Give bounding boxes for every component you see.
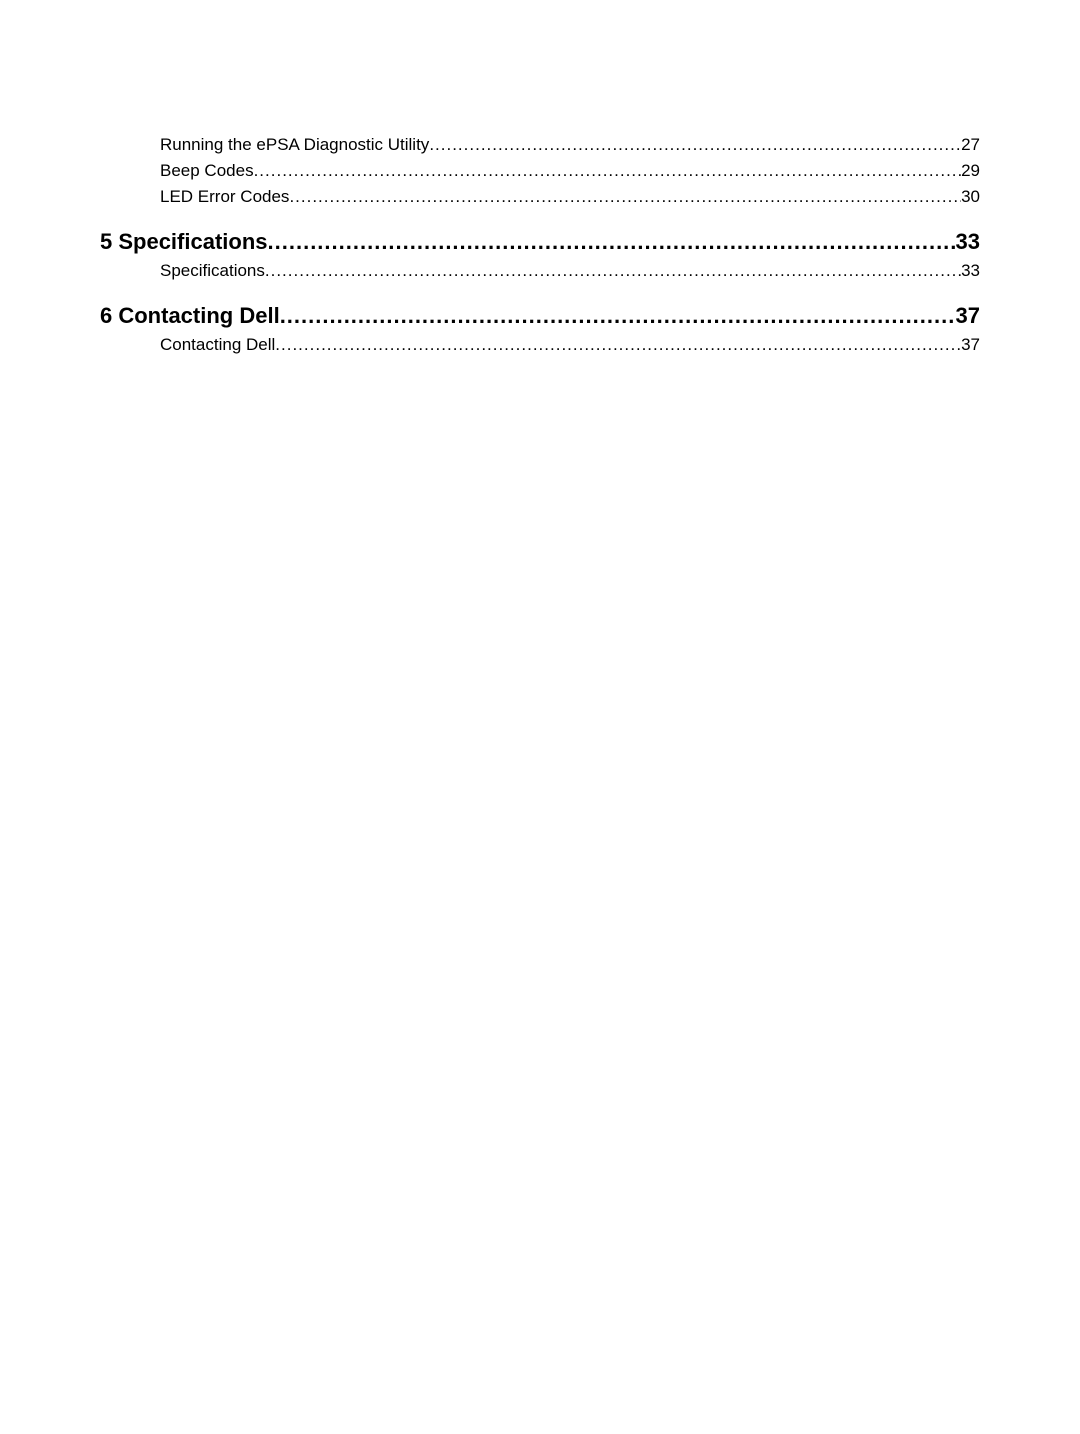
toc-entry[interactable]: Running the ePSA Diagnostic Utility ....… bbox=[100, 135, 980, 155]
toc-entry-page: 33 bbox=[961, 261, 980, 281]
toc-dot-leader: ........................................… bbox=[265, 261, 961, 281]
table-of-contents: Running the ePSA Diagnostic Utility ....… bbox=[100, 135, 980, 355]
toc-chapter-label: 6 Contacting Dell bbox=[100, 303, 280, 329]
toc-entry-label: Running the ePSA Diagnostic Utility bbox=[160, 135, 429, 155]
toc-entry-page: 37 bbox=[961, 335, 980, 355]
toc-entry-page: 29 bbox=[961, 161, 980, 181]
toc-chapter[interactable]: 6 Contacting Dell ......................… bbox=[100, 303, 980, 329]
toc-entry-label: Contacting Dell bbox=[160, 335, 275, 355]
toc-chapter-page: 37 bbox=[956, 303, 980, 329]
toc-dot-leader: ........................................… bbox=[289, 187, 961, 207]
toc-entry-label: Beep Codes bbox=[160, 161, 254, 181]
toc-entry[interactable]: Specifications .........................… bbox=[100, 261, 980, 281]
toc-dot-leader: ........................................… bbox=[254, 161, 962, 181]
toc-chapter-label: 5 Specifications bbox=[100, 229, 268, 255]
toc-chapter-page: 33 bbox=[956, 229, 980, 255]
toc-entry-label: Specifications bbox=[160, 261, 265, 281]
toc-entry[interactable]: LED Error Codes ........................… bbox=[100, 187, 980, 207]
toc-entry-page: 30 bbox=[961, 187, 980, 207]
toc-entry[interactable]: Beep Codes .............................… bbox=[100, 161, 980, 181]
toc-dot-leader: ........................................… bbox=[275, 335, 961, 355]
toc-entry[interactable]: Contacting Dell ........................… bbox=[100, 335, 980, 355]
toc-entry-label: LED Error Codes bbox=[160, 187, 289, 207]
toc-dot-leader: ........................................… bbox=[280, 303, 956, 329]
toc-entry-page: 27 bbox=[961, 135, 980, 155]
toc-dot-leader: ........................................… bbox=[429, 135, 961, 155]
toc-dot-leader: ........................................… bbox=[268, 229, 956, 255]
toc-chapter[interactable]: 5 Specifications .......................… bbox=[100, 229, 980, 255]
